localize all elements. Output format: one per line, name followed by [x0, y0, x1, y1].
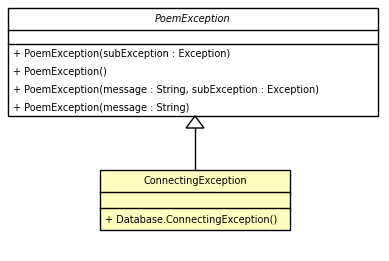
- Bar: [8, 8, 378, 116]
- Polygon shape: [186, 116, 204, 128]
- Text: ConnectingException: ConnectingException: [143, 176, 247, 186]
- Text: PoemException: PoemException: [155, 14, 231, 24]
- Text: + PoemException(subException : Exception): + PoemException(subException : Exception…: [13, 49, 230, 59]
- Text: + PoemException(message : String): + PoemException(message : String): [13, 103, 189, 113]
- Text: + PoemException(): + PoemException(): [13, 67, 107, 77]
- Text: + Database.ConnectingException(): + Database.ConnectingException(): [105, 215, 277, 225]
- Bar: [100, 170, 290, 230]
- Text: + PoemException(message : String, subException : Exception): + PoemException(message : String, subExc…: [13, 85, 319, 95]
